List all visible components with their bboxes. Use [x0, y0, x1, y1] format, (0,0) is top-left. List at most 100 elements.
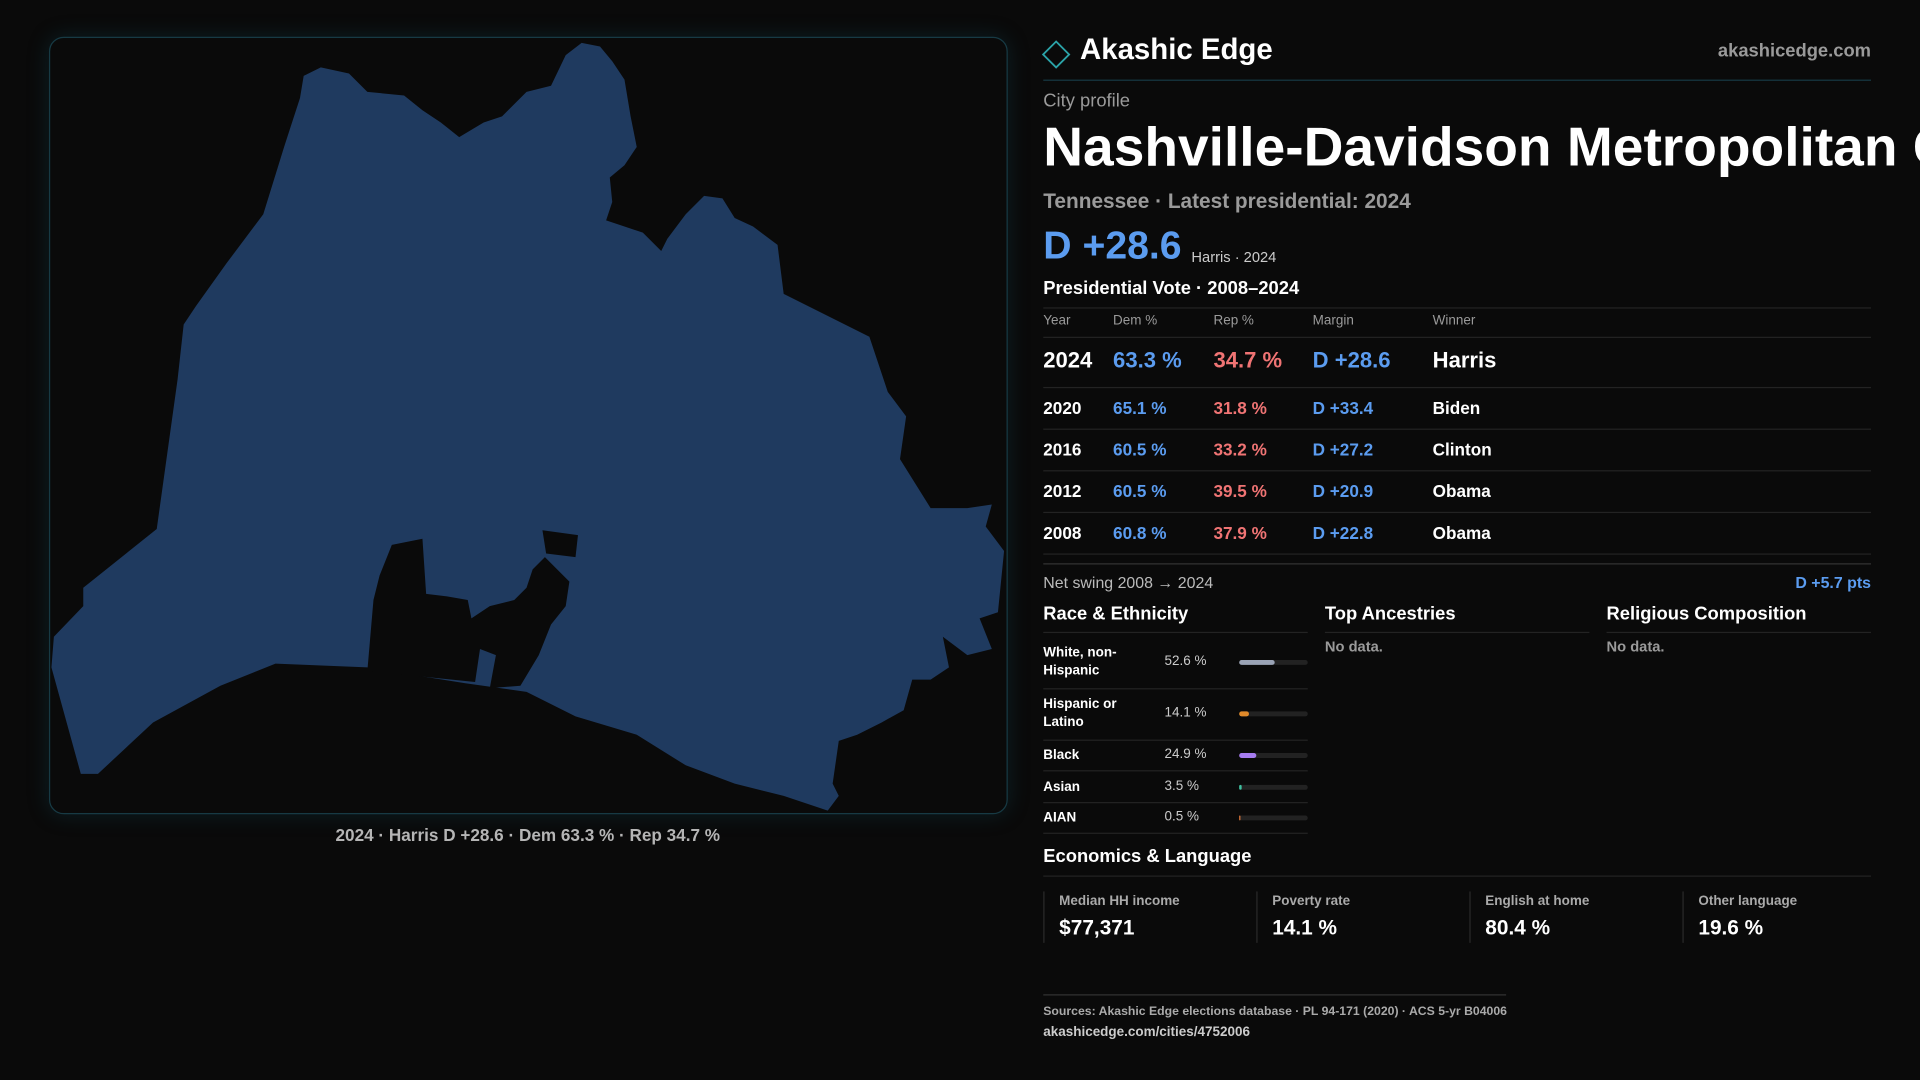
year: 2024 — [1043, 347, 1093, 373]
rep-pct: 37.9 % — [1213, 522, 1267, 542]
stat-label: English at home — [1485, 893, 1590, 909]
race-pct: 3.5 % — [1164, 778, 1199, 794]
year: 2016 — [1043, 439, 1082, 459]
stat-label: Other language — [1698, 893, 1798, 909]
divider — [1043, 307, 1872, 309]
column-header: Margin — [1312, 313, 1354, 329]
dem-pct: 60.8 % — [1113, 522, 1167, 542]
winner: Obama — [1432, 522, 1491, 542]
bar-track — [1239, 784, 1308, 790]
subtitle: Tennessee · Latest presidential: 2024 — [1043, 189, 1411, 214]
divider — [1043, 832, 1308, 834]
margin: D +27.2 — [1312, 439, 1374, 459]
dem-pct: 65.1 % — [1113, 397, 1167, 418]
net-swing-label: Net swing 2008 → 2024 — [1043, 573, 1214, 592]
winner: Harris — [1432, 347, 1497, 373]
net-swing-value: D +5.7 pts — [1795, 573, 1872, 592]
section-title: Top Ancestries — [1324, 603, 1456, 625]
column-header: Dem % — [1113, 313, 1158, 329]
year: 2020 — [1043, 397, 1082, 418]
logo-diamond — [1041, 40, 1071, 69]
race-bar — [1239, 753, 1257, 758]
dem-pct: 60.5 % — [1113, 439, 1167, 459]
url: akashicedge.com/cities/4752006 — [1043, 1024, 1250, 1040]
stat-card — [1469, 891, 1471, 943]
stat-label: Median HH income — [1059, 893, 1180, 909]
race-pct: 14.1 % — [1164, 705, 1207, 720]
race-bar — [1239, 711, 1249, 717]
year: 2012 — [1043, 480, 1082, 501]
section-title: Economics & Language — [1043, 846, 1252, 867]
rep-pct: 39.5 % — [1213, 480, 1267, 501]
margin: D +22.8 — [1312, 522, 1374, 542]
stat-value: 14.1 % — [1272, 915, 1338, 940]
divider — [1043, 336, 1872, 338]
bar-track — [1239, 753, 1308, 758]
divider — [1043, 511, 1872, 514]
divider — [1043, 875, 1872, 877]
divider — [1043, 428, 1872, 430]
race-pct: 24.9 % — [1164, 746, 1207, 762]
section-title: Race & Ethnicity — [1043, 603, 1189, 625]
race-label: Asian — [1043, 779, 1080, 795]
rep-pct: 31.8 % — [1213, 397, 1267, 418]
race-bar — [1239, 784, 1242, 790]
site: akashicedge.com — [1717, 40, 1872, 62]
divider — [1606, 631, 1872, 634]
margin: D +28.6 — [1312, 347, 1391, 373]
winner: Obama — [1432, 480, 1491, 501]
sources: Sources: Akashic Edge elections database… — [1043, 1005, 1507, 1019]
margin: D +28.6 — [1043, 222, 1182, 267]
column-header: Rep % — [1213, 313, 1254, 329]
race-label: Black — [1043, 747, 1080, 763]
bar-track — [1239, 815, 1308, 821]
column-header: Winner — [1432, 313, 1476, 329]
divider — [1043, 802, 1308, 804]
no-data: No data. — [1606, 637, 1665, 656]
no-data: No data. — [1324, 637, 1383, 656]
map — [51, 42, 1005, 811]
divider — [1043, 770, 1308, 772]
margin: D +20.9 — [1312, 480, 1374, 501]
race-label: Hispanic or Latino — [1043, 696, 1117, 730]
winner: Clinton — [1432, 439, 1492, 459]
stat-value: 80.4 % — [1485, 915, 1551, 940]
rep-pct: 33.2 % — [1213, 439, 1267, 459]
dem-pct: 60.5 % — [1113, 480, 1167, 501]
map-hole — [367, 538, 570, 689]
divider — [1043, 688, 1308, 690]
table-title: Presidential Vote · 2008–2024 — [1043, 277, 1300, 299]
margin-note: Harris · 2024 — [1191, 248, 1277, 266]
bar-track — [1239, 711, 1308, 717]
divider — [1043, 470, 1872, 472]
map-hole — [542, 530, 578, 558]
dem-pct: 63.3 % — [1113, 347, 1182, 373]
margin: D +33.4 — [1312, 397, 1374, 418]
city-shape — [51, 42, 1005, 811]
stat-card — [1682, 891, 1684, 943]
divider — [1043, 739, 1308, 741]
stat-label: Poverty rate — [1272, 893, 1351, 909]
year: 2008 — [1043, 522, 1082, 542]
map-caption: 2024 · Harris D +28.6 · Dem 63.3 % · Rep… — [335, 825, 720, 845]
race-label: AIAN — [1043, 810, 1077, 825]
race-pct: 52.6 % — [1164, 653, 1207, 669]
column-header: Year — [1043, 313, 1071, 329]
divider — [1324, 631, 1590, 634]
rep-pct: 34.7 % — [1213, 347, 1283, 373]
stat-card — [1043, 891, 1045, 943]
kicker: City profile — [1043, 90, 1131, 112]
divider — [1043, 386, 1872, 389]
section-title: Religious Composition — [1606, 603, 1807, 625]
divider — [1043, 79, 1872, 81]
divider — [1043, 553, 1872, 555]
stat-card — [1256, 891, 1258, 943]
city-title: Nashville-Davidson Metropolitan G — [1043, 115, 1920, 178]
brand: Akashic Edge — [1080, 33, 1273, 67]
race-pct: 0.5 % — [1164, 809, 1199, 825]
divider — [1043, 563, 1872, 565]
winner: Biden — [1432, 397, 1481, 418]
divider — [1043, 631, 1308, 634]
